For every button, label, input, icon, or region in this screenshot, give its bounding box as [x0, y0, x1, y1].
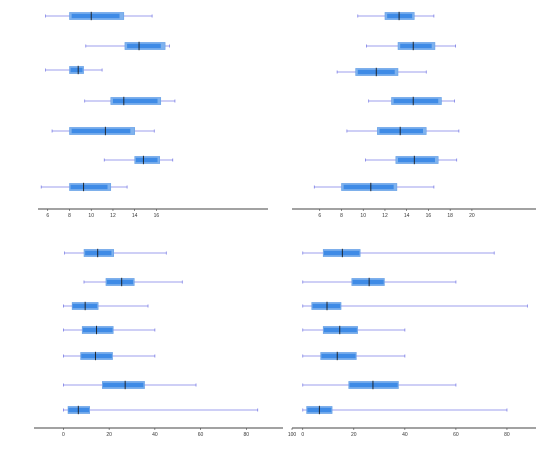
x-tick-label: 40 — [152, 432, 158, 438]
box-row — [83, 277, 183, 287]
box-inner — [343, 184, 394, 190]
box-row — [336, 67, 427, 77]
box-inner — [71, 128, 131, 134]
box-inner — [68, 407, 90, 413]
box-inner — [393, 98, 439, 104]
x-tick-label: 0 — [301, 432, 304, 438]
box-row — [63, 380, 197, 390]
x-tick-label: 0 — [62, 432, 65, 438]
box-row — [64, 248, 167, 258]
box-row — [302, 301, 528, 311]
x-tick-label: 14 — [132, 213, 138, 219]
box-row — [302, 380, 457, 390]
box-inner — [387, 13, 413, 19]
box-row — [45, 11, 153, 21]
x-tick-label: 8 — [68, 213, 71, 219]
x-tick-label: 20 — [469, 213, 475, 219]
box-inner — [379, 128, 423, 134]
box-row — [51, 126, 155, 136]
box-row — [368, 96, 455, 106]
box-inner — [70, 184, 108, 190]
panel-2: 0 20 40 60 80 100 — [34, 248, 297, 438]
box-inner — [349, 382, 398, 388]
box-row — [302, 351, 406, 361]
box-row — [364, 155, 458, 165]
box-row — [45, 65, 103, 75]
box-row — [366, 41, 457, 51]
x-tick-label: 18 — [447, 213, 453, 219]
box-row — [302, 325, 406, 335]
x-tick-label: 8 — [340, 213, 343, 219]
box-inner — [102, 382, 144, 388]
box-inner — [352, 279, 384, 285]
box-row — [63, 405, 259, 415]
box-inner — [398, 157, 435, 163]
box-row — [85, 41, 170, 51]
x-tick-label: 14 — [404, 213, 410, 219]
box-inner — [312, 303, 341, 309]
box-inner — [323, 327, 357, 333]
box-inner — [106, 279, 134, 285]
box-row — [302, 405, 508, 415]
x-tick-label: 10 — [360, 213, 366, 219]
x-axis: 0 20 40 60 80 — [292, 427, 536, 438]
x-tick-label: 16 — [154, 213, 160, 219]
box-row — [357, 11, 435, 21]
box-row — [302, 248, 495, 258]
box-row — [84, 96, 176, 106]
x-tick-label: 40 — [402, 432, 408, 438]
box-row — [63, 351, 156, 361]
box-inner — [85, 250, 112, 256]
x-axis: 6 8 10 12 14 16 — [38, 208, 268, 219]
box-row — [103, 155, 174, 165]
box-inner — [112, 98, 158, 104]
box-inner — [135, 157, 158, 163]
x-tick-label: 20 — [351, 432, 357, 438]
box-inner — [323, 250, 360, 256]
box-row — [63, 301, 149, 311]
x-tick-label: 60 — [198, 432, 204, 438]
x-tick-label: 80 — [504, 432, 510, 438]
panel-1: 6 8 10 12 14 16 18 20 — [292, 11, 536, 219]
box-row — [40, 182, 128, 192]
box-row — [313, 182, 435, 192]
x-tick-label: 10 — [88, 213, 94, 219]
box-inner — [400, 43, 432, 49]
box-row — [63, 325, 156, 335]
x-axis: 0 20 40 60 80 100 — [34, 427, 297, 438]
box-inner — [82, 327, 113, 333]
box-inner — [127, 43, 161, 49]
box-inner — [70, 67, 83, 73]
panel-0: 6 8 10 12 14 16 — [38, 11, 268, 219]
x-tick-label: 6 — [318, 213, 321, 219]
box-inner — [71, 13, 120, 19]
box-inner — [321, 353, 356, 359]
panel-3: 0 20 40 60 80 — [292, 248, 536, 438]
x-tick-label: 100 — [288, 432, 297, 438]
x-tick-label: 20 — [106, 432, 112, 438]
x-tick-label: 16 — [426, 213, 432, 219]
x-axis: 6 8 10 12 14 16 18 20 — [292, 208, 536, 219]
x-tick-label: 60 — [453, 432, 459, 438]
box-row — [302, 277, 457, 287]
box-inner — [81, 353, 112, 359]
x-tick-label: 80 — [244, 432, 250, 438]
x-tick-label: 6 — [46, 213, 49, 219]
box-row — [346, 126, 460, 136]
x-tick-label: 12 — [382, 213, 388, 219]
x-tick-label: 12 — [110, 213, 116, 219]
